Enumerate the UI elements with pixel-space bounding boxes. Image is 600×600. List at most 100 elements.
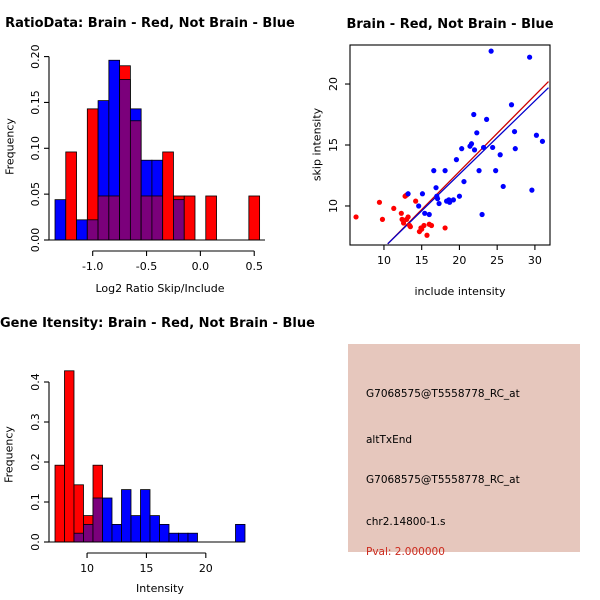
scatter-point bbox=[405, 191, 411, 197]
x-axis-tick-label: 15 bbox=[139, 562, 153, 575]
scatter-point bbox=[539, 138, 546, 144]
scatter-point bbox=[497, 152, 503, 158]
histogram-bar bbox=[65, 151, 77, 241]
scatter-point bbox=[490, 144, 496, 151]
scatter-point bbox=[471, 111, 477, 118]
scatter-point bbox=[488, 48, 494, 54]
histogram-bar bbox=[76, 219, 88, 241]
x-axis-tick-label: 20 bbox=[452, 254, 466, 267]
gene-histogram-panel: Gene Itensity: Brain - Red, Not Brain - … bbox=[0, 300, 315, 600]
scatter-point bbox=[527, 54, 533, 60]
scatter-point bbox=[422, 210, 428, 216]
histogram-bar bbox=[168, 532, 179, 543]
info-line-probeset-id-2: G7068575@T5558778_RC_at bbox=[366, 474, 520, 486]
histogram-bar bbox=[149, 515, 160, 543]
histogram-bar-overlap bbox=[83, 523, 94, 543]
y-axis-tick-label: 15 bbox=[327, 138, 340, 152]
histogram-bar bbox=[248, 195, 261, 241]
scatter-xlabel: include intensity bbox=[414, 285, 506, 298]
scatter-point bbox=[376, 199, 383, 205]
y-axis-tick-label: 0.3 bbox=[29, 413, 42, 431]
y-axis-tick-label: 0.2 bbox=[29, 453, 42, 471]
x-axis-tick-label: 10 bbox=[377, 254, 391, 267]
gene-histogram-canvas: 0.0 0.1 0.2 0.3 0.4 10 15 20 bbox=[29, 370, 246, 575]
plot-frame bbox=[349, 44, 551, 246]
x-axis-tick-label: -0.5 bbox=[136, 260, 157, 273]
y-axis-tick-label: 0.20 bbox=[29, 44, 42, 69]
scatter-point bbox=[512, 146, 518, 152]
info-line-event-type: altTxEnd bbox=[366, 434, 413, 446]
x-axis-tick-label: 0.5 bbox=[245, 260, 263, 273]
scatter-point bbox=[476, 168, 482, 174]
scatter-point bbox=[474, 130, 480, 136]
histogram-bar bbox=[162, 151, 174, 241]
info-line-pval: Pval: 2.000000 bbox=[366, 546, 445, 558]
y-axis-tick-label: 0.15 bbox=[29, 90, 42, 115]
scatter-point bbox=[379, 216, 386, 222]
gene-histogram-title: Gene Itensity: Brain - Red, Not Brain - … bbox=[0, 316, 315, 331]
x-axis-tick-label: 10 bbox=[80, 562, 94, 575]
x-axis-tick-label: 25 bbox=[490, 254, 504, 267]
histogram-bar bbox=[130, 515, 141, 543]
histogram-bar-overlap bbox=[119, 79, 131, 241]
y-axis-tick-label: 0.0 bbox=[29, 533, 42, 551]
histogram-bar-overlap bbox=[86, 219, 99, 241]
ratio-histogram-panel: RatioData: Brain - Red, Not Brain - Blue… bbox=[0, 0, 300, 300]
y-axis-tick-label: 0.05 bbox=[29, 182, 42, 207]
histogram-bar bbox=[54, 464, 65, 543]
x-axis-tick-label: 0.0 bbox=[192, 260, 210, 273]
histogram-bar-overlap bbox=[151, 195, 164, 241]
histogram-bar bbox=[235, 523, 246, 543]
scatter-point bbox=[511, 128, 518, 135]
histogram-bar bbox=[159, 523, 170, 543]
scatter-title: Brain - Red, Not Brain - Blue bbox=[346, 17, 554, 32]
scatter-ylabel: skip intensity bbox=[310, 107, 324, 182]
scatter-point bbox=[456, 193, 463, 199]
regression-line bbox=[387, 81, 549, 245]
histogram-bar-overlap bbox=[140, 195, 153, 241]
regression-line bbox=[387, 87, 549, 245]
histogram-bar bbox=[187, 532, 198, 543]
probeset-info-panel: G7068575@T5558778_RC_at altTxEnd G706857… bbox=[348, 344, 580, 558]
histogram-bar-overlap bbox=[108, 195, 121, 241]
scatter-point bbox=[447, 199, 453, 205]
scatter-point bbox=[436, 200, 442, 207]
histogram-bar bbox=[64, 370, 75, 543]
scatter-point bbox=[353, 214, 359, 220]
scatter-point bbox=[404, 216, 410, 222]
ratio-histogram-title: RatioData: Brain - Red, Not Brain - Blue bbox=[5, 16, 295, 31]
scatter-point bbox=[428, 222, 435, 229]
scatter-point bbox=[407, 224, 413, 230]
scatter-point bbox=[434, 196, 441, 202]
y-axis-tick-label: 20 bbox=[327, 77, 340, 91]
y-axis-tick-label: 0.10 bbox=[29, 136, 42, 161]
scatter-point bbox=[461, 178, 467, 185]
x-axis-tick-label: 30 bbox=[528, 254, 542, 267]
histogram-bar bbox=[183, 195, 196, 241]
scatter-point bbox=[419, 191, 426, 197]
scatter-point bbox=[508, 102, 515, 108]
scatter-point bbox=[416, 203, 422, 209]
scatter-point bbox=[480, 144, 487, 151]
x-axis-tick-label: 15 bbox=[415, 254, 429, 267]
scatter-point bbox=[468, 141, 475, 147]
y-axis-tick-label: 0.4 bbox=[29, 373, 42, 391]
scatter-point bbox=[400, 220, 407, 226]
histogram-bar-overlap bbox=[173, 199, 185, 241]
scatter-point bbox=[419, 226, 425, 232]
info-line-probeset-id: G7068575@T5558778_RC_at bbox=[366, 388, 520, 400]
histogram-bar bbox=[140, 489, 151, 543]
scatter-panel: Brain - Red, Not Brain - Blue skip inten… bbox=[300, 0, 600, 300]
scatter-point bbox=[479, 211, 485, 218]
gene-histogram-xlabel: Intensity bbox=[136, 582, 184, 595]
scatter-point bbox=[493, 168, 499, 174]
histogram-bar bbox=[178, 532, 189, 543]
scatter-point bbox=[442, 225, 448, 231]
scatter-point bbox=[529, 187, 535, 193]
scatter-point bbox=[431, 168, 437, 174]
scatter-point bbox=[533, 132, 540, 138]
histogram-bar bbox=[205, 195, 217, 241]
scatter-point bbox=[398, 210, 404, 216]
scatter-point bbox=[500, 183, 506, 190]
